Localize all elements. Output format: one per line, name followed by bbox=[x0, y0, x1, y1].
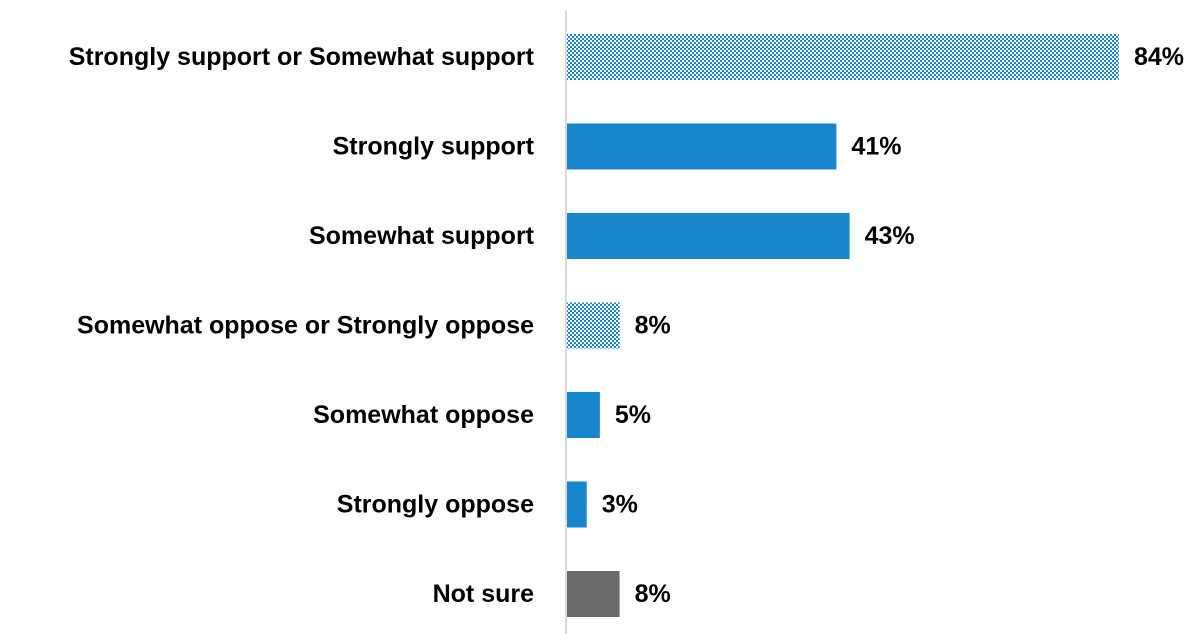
value-label: 3% bbox=[602, 491, 638, 519]
category-label: Strongly oppose bbox=[337, 491, 534, 519]
bars-group bbox=[567, 34, 1119, 617]
bar-0 bbox=[567, 34, 1119, 80]
value-label: 5% bbox=[615, 401, 651, 429]
category-label: Somewhat support bbox=[309, 222, 535, 250]
value-label: 41% bbox=[851, 133, 901, 161]
value-label: 8% bbox=[635, 580, 671, 608]
bar-6 bbox=[567, 571, 620, 617]
value-labels: 84% 41% 43% 8% 5% 3% 8% bbox=[602, 43, 1184, 608]
value-label: 8% bbox=[635, 312, 671, 340]
category-label: Not sure bbox=[433, 580, 535, 608]
category-label: Somewhat oppose bbox=[313, 401, 534, 429]
bar-4 bbox=[567, 392, 600, 438]
value-label: 84% bbox=[1134, 43, 1184, 71]
value-label: 43% bbox=[865, 222, 915, 250]
bar-2 bbox=[567, 213, 850, 259]
bar-5 bbox=[567, 481, 587, 528]
category-label: Strongly support or Somewhat support bbox=[69, 43, 535, 71]
category-labels: Strongly support or Somewhat support Stro… bbox=[69, 43, 535, 608]
bar-1 bbox=[567, 123, 837, 170]
bar-3 bbox=[567, 302, 620, 349]
category-label: Somewhat oppose or Strongly oppose bbox=[77, 312, 534, 340]
category-label: Strongly support bbox=[333, 133, 535, 161]
